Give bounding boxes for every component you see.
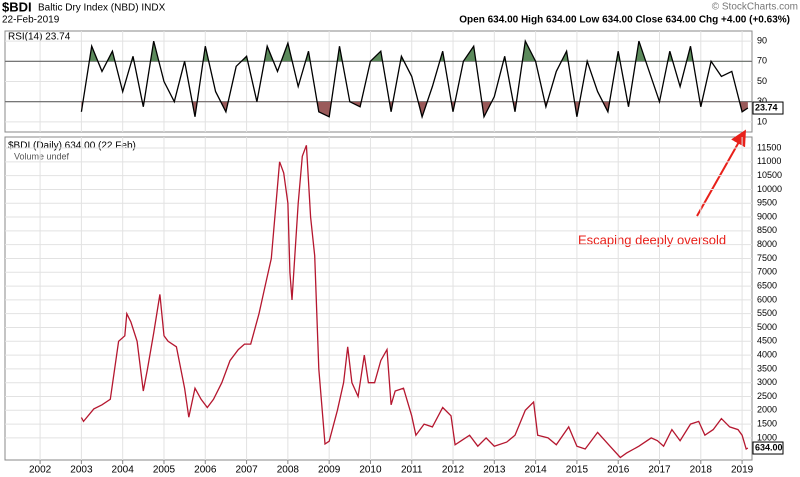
oversold-fill (81, 101, 748, 117)
annotation: Escaping deeply oversold (578, 232, 726, 247)
y-tick-label: 4000 (757, 349, 777, 359)
price-label: $BDI (Daily) 634.00 (22 Feb) (8, 141, 136, 152)
y-tick-label: 10500 (757, 170, 782, 180)
x-tick-label: 2018 (690, 465, 713, 476)
x-tick-label: 2012 (442, 465, 465, 476)
y-tick-label: 10000 (757, 184, 782, 194)
y-tick-label: 9000 (757, 211, 777, 221)
y-tick-label: 70 (757, 56, 767, 66)
y-tick-label: 8000 (757, 239, 777, 249)
y-tick-label: 2000 (757, 405, 777, 415)
last-tag: 634.00 (755, 442, 783, 452)
x-tick-label: 2006 (194, 465, 217, 476)
y-tick-label: 1000 (757, 432, 777, 442)
y-tick-label: 6500 (757, 280, 777, 290)
y-tick-label: 5500 (757, 308, 777, 318)
y-tick-label: 11500 (757, 142, 781, 152)
x-tick-label: 2008 (277, 465, 300, 476)
y-tick-label: 7000 (757, 267, 777, 277)
overbought-fill (89, 41, 694, 62)
y-tick-label: 9500 (757, 198, 777, 208)
x-tick-label: 2009 (318, 465, 341, 476)
last-tag: 23.74 (755, 102, 778, 112)
annotation-arrow (696, 129, 746, 217)
date: 22-Feb-2019 (2, 15, 60, 26)
rsi-label: RSI(14) 23.74 (8, 32, 71, 43)
y-tick-label: 10 (757, 116, 767, 126)
y-tick-label: 4500 (757, 336, 777, 346)
last-tag-box (752, 101, 784, 115)
x-tick-label: 2010 (359, 465, 382, 476)
index-name: Baltic Dry Index (NBD) INDX (38, 3, 166, 14)
y-tick-label: 8500 (757, 225, 777, 235)
x-tick-label: 2002 (29, 465, 52, 476)
x-tick-label: 2011 (401, 465, 423, 476)
quote: Open 634.00 High 634.00 Low 634.00 Close… (459, 15, 790, 26)
x-tick-label: 2015 (566, 465, 589, 476)
x-tick-label: 2016 (607, 465, 630, 476)
y-tick-label: 30 (757, 96, 767, 106)
x-tick-label: 2014 (524, 465, 547, 476)
x-tick-label: 2005 (153, 465, 176, 476)
data-line (80, 145, 749, 459)
y-tick-label: 1500 (757, 418, 777, 428)
volume-label: Volume undef (14, 151, 70, 161)
y-tick-label: 3500 (757, 363, 777, 373)
watermark: © StockCharts.com (712, 2, 798, 13)
last-tag-box (752, 441, 784, 455)
y-tick-label: 50 (757, 76, 767, 86)
y-tick-label: 3000 (757, 377, 777, 387)
y-tick-label: 6000 (757, 294, 777, 304)
x-tick-label: 2004 (112, 465, 135, 476)
y-tick-label: 5000 (757, 322, 777, 332)
x-tick-label: 2017 (648, 465, 671, 476)
price-frame (4, 136, 753, 461)
y-tick-label: 90 (757, 35, 767, 45)
symbol: $BDI (2, 0, 32, 14)
x-tick-label: 2019 (731, 465, 754, 476)
x-tick-label: 2003 (70, 465, 93, 476)
x-tick-label: 2007 (235, 465, 258, 476)
y-tick-label: 2500 (757, 391, 777, 401)
y-tick-label: 11000 (757, 156, 781, 166)
data-line (80, 38, 749, 120)
x-tick-label: 2013 (483, 465, 506, 476)
y-tick-label: 7500 (757, 253, 777, 263)
